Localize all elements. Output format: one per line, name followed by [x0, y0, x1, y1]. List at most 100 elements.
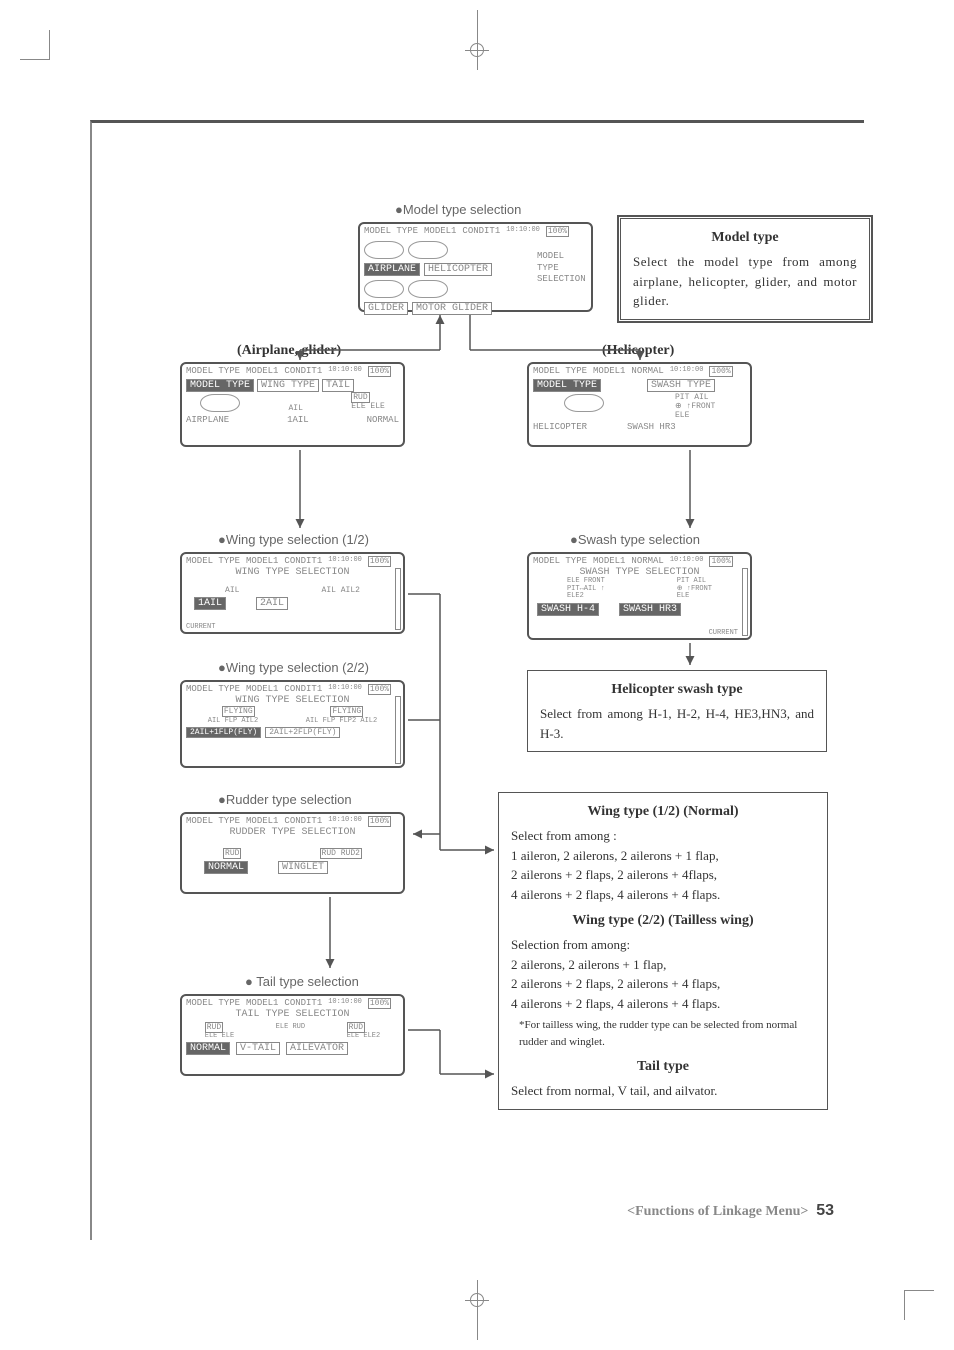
tab-model-type[interactable]: MODEL TYPE [533, 379, 601, 392]
glider-button[interactable]: GLIDER [364, 302, 408, 315]
tab-wing-type[interactable]: WING TYPE [257, 379, 319, 392]
lcd-header: MODEL TYPE MODEL1 CONDIT1 10:10:00 100% [184, 366, 401, 377]
h0: MODEL TYPE [533, 366, 587, 377]
c2: RUDELE ELE2 [347, 1024, 381, 1040]
airplane-icon [364, 241, 404, 259]
h1: MODEL1 [246, 684, 278, 695]
page-footer: <Functions of Linkage Menu> 53 [627, 1202, 834, 1220]
wing-type-22-screen[interactable]: MODEL TYPE MODEL1 CONDIT1 10:10:00 100% … [180, 680, 405, 768]
h0: MODEL TYPE [533, 556, 587, 567]
h1: MODEL1 [593, 366, 625, 377]
h3: 10:10:00 [328, 556, 362, 567]
r0: AIL [225, 586, 239, 595]
swash-type-screen[interactable]: MODEL TYPE MODEL1 NORMAL 10:10:00 100% S… [527, 552, 752, 640]
b2l0: Selection from among: [511, 935, 815, 955]
f0: AIRPLANE [186, 415, 229, 425]
lcd-header: MODEL TYPE MODEL1 NORMAL 10:10:00 100% [531, 556, 748, 567]
m2: ELE [675, 411, 689, 420]
vtail-button[interactable]: V-TAIL [236, 1042, 280, 1055]
title: SWASH TYPE SELECTION [531, 567, 748, 578]
heli-swash-title: Helicopter swash type [540, 679, 814, 700]
normal-button[interactable]: NORMAL [186, 1042, 230, 1055]
wing-tail-info-box: Wing type (1/2) (Normal) Select from amo… [498, 792, 828, 1110]
wing-type-12-screen[interactable]: MODEL TYPE MODEL1 CONDIT1 10:10:00 100% … [180, 552, 405, 634]
mid-col: RUDELE ELE [351, 394, 385, 413]
helicopter-button[interactable]: HELICOPTER [424, 263, 492, 276]
h3: 10:10:00 [328, 816, 362, 827]
h3: 10:10:00 [328, 684, 362, 695]
note: *For tailless wing, the rudder type can … [511, 1017, 815, 1050]
h3: 10:10:00 [328, 998, 362, 1009]
r21: FRONT [691, 585, 712, 593]
wing-type-22-label: ●Wing type selection (2/2) [218, 660, 369, 675]
crop-mark-tl [20, 30, 50, 60]
plane-icon [200, 394, 240, 412]
l0: FLYING [222, 706, 255, 717]
airplane-button[interactable]: AIRPLANE [364, 263, 420, 276]
r1: AIL AIL2 [322, 586, 360, 595]
scrollbar[interactable] [395, 568, 401, 630]
mid0: AIL [288, 394, 302, 413]
motor-glider-icon [408, 280, 448, 298]
model-type-box: Model type Select the model type from am… [620, 218, 870, 320]
title: RUDDER TYPE SELECTION [184, 827, 401, 838]
title: TAIL TYPE SELECTION [184, 1009, 401, 1020]
lcd-header: MODEL TYPE MODEL1 CONDIT1 10:10:00 100% [184, 998, 401, 1009]
r31: ELE [677, 592, 690, 600]
tab-tail[interactable]: TAIL [322, 379, 354, 392]
title: WING TYPE SELECTION [184, 567, 401, 578]
h4: 100% [546, 226, 569, 237]
note: CURRENT [186, 623, 215, 631]
tab-swash-type[interactable]: SWASH TYPE [647, 379, 715, 392]
h0: MODEL TYPE [186, 816, 240, 827]
h0: MODEL TYPE [186, 998, 240, 1009]
scrollbar[interactable] [742, 568, 748, 636]
tail-title: Tail type [511, 1056, 815, 1077]
swash-h4-button[interactable]: SWASH H-4 [537, 603, 599, 616]
scrollbar[interactable] [395, 696, 401, 764]
motor-glider-button[interactable]: MOTOR GLIDER [412, 302, 492, 315]
rudder-type-screen[interactable]: MODEL TYPE MODEL1 CONDIT1 10:10:00 100% … [180, 812, 405, 894]
title: WING TYPE SELECTION [184, 695, 401, 706]
2ail-button[interactable]: 2AIL [256, 597, 288, 610]
ailevator-button[interactable]: AILEVATOR [286, 1042, 348, 1055]
h4: 100% [709, 556, 732, 567]
winglet-button[interactable]: WINGLET [278, 861, 328, 874]
tab-model-type[interactable]: MODEL TYPE [186, 379, 254, 392]
tail-type-screen[interactable]: MODEL TYPE MODEL1 CONDIT1 10:10:00 100% … [180, 994, 405, 1076]
r1: ELE RUD [276, 1023, 305, 1031]
b1l2: 2 ailerons + 2 flaps, 2 ailerons + 4flap… [511, 865, 815, 885]
mid: PIT AIL⊕ ↑FRONTELE [675, 394, 715, 420]
heli-icon [564, 394, 604, 412]
note: CURRENT [709, 629, 738, 637]
airplane-glider-label: (Airplane, glider) [237, 343, 341, 359]
registration-mark-top [465, 10, 489, 70]
r0: AIL FLP AIL2 [208, 717, 258, 725]
2ail1flp-button[interactable]: 2AIL+1FLP(FLY) [186, 727, 261, 738]
1ail-button[interactable]: 1AIL [194, 597, 226, 610]
model-type-screen[interactable]: MODEL TYPE MODEL1 CONDIT1 10:10:00 100% … [358, 222, 593, 312]
h1: MODEL1 [246, 816, 278, 827]
helicopter-screen[interactable]: MODEL TYPE MODEL1 NORMAL 10:10:00 100% M… [527, 362, 752, 447]
h2: CONDIT1 [462, 226, 500, 237]
f2: NORMAL [367, 415, 399, 425]
r30: ELE2 [567, 592, 584, 600]
h4: 100% [368, 684, 391, 695]
b2l3: 4 ailerons + 2 flaps, 4 ailerons + 4 fla… [511, 994, 815, 1014]
r22: ELE ELE2 [347, 1032, 381, 1040]
b2l2: 2 ailerons + 2 flaps, 2 ailerons + 4 fla… [511, 974, 815, 994]
tail-body: Select from normal, V tail, and ailvator… [511, 1081, 815, 1101]
glider-icon [364, 280, 404, 298]
model-type-selection-label: ●Model type selection [395, 202, 521, 217]
b1l3: 4 ailerons + 2 flaps, 4 ailerons + 4 fla… [511, 885, 815, 905]
2ail2flp-button[interactable]: 2AIL+2FLP(FLY) [265, 727, 340, 738]
airplane-glider-screen[interactable]: MODEL TYPE MODEL1 CONDIT1 10:10:00 100% … [180, 362, 405, 447]
h0: MODEL TYPE [364, 226, 418, 237]
normal-button[interactable]: NORMAL [204, 861, 248, 874]
ele: ELE ELE [351, 402, 385, 411]
lcd-header: MODEL TYPE MODEL1 CONDIT1 10:10:00 100% [362, 226, 589, 237]
h1: MODEL1 [246, 998, 278, 1009]
rudder-type-label: ●Rudder type selection [218, 792, 352, 807]
crop-mark-br [904, 1290, 934, 1320]
swash-hr3-button[interactable]: SWASH HR3 [619, 603, 681, 616]
